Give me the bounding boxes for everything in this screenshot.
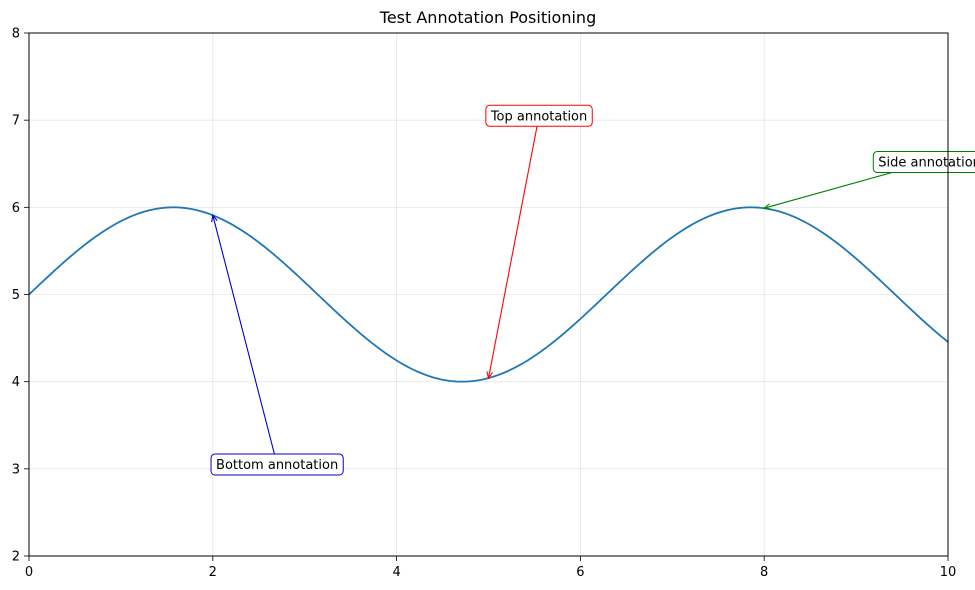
annotation-label: Bottom annotation xyxy=(216,458,338,473)
x-tick-label: 0 xyxy=(25,565,33,580)
annotation-box xyxy=(210,453,344,476)
annotations-layer: Top annotation Bottom annotation Side anno… xyxy=(210,104,975,476)
annotation-label: Side annotation xyxy=(878,156,975,171)
annotation-arrow xyxy=(212,215,278,465)
x-tick-label: 2 xyxy=(209,565,217,580)
chart-title: Test Annotation Positioning xyxy=(379,8,596,27)
x-tick-label: 8 xyxy=(760,565,768,580)
y-tick-label: 3 xyxy=(12,462,20,477)
x-tick-label: 6 xyxy=(576,565,584,580)
annotation-arrowhead xyxy=(762,203,772,210)
x-tick-label: 10 xyxy=(940,565,957,580)
annotation-box xyxy=(872,151,975,174)
y-tick-label: 5 xyxy=(12,288,20,303)
annotation-label: Top annotation xyxy=(490,109,587,124)
annotation-arrow xyxy=(487,115,540,379)
x-tick-label: 4 xyxy=(392,565,400,580)
y-tick-label: 8 xyxy=(12,27,20,42)
y-tick-label: 4 xyxy=(12,375,20,390)
annotation-arrowhead xyxy=(486,371,493,380)
y-tick-label: 6 xyxy=(12,201,20,216)
y-tick-label: 7 xyxy=(12,114,20,129)
annotation-arrowhead xyxy=(211,213,218,223)
y-tick-label: 2 xyxy=(12,550,20,565)
annotation-box xyxy=(485,104,593,127)
